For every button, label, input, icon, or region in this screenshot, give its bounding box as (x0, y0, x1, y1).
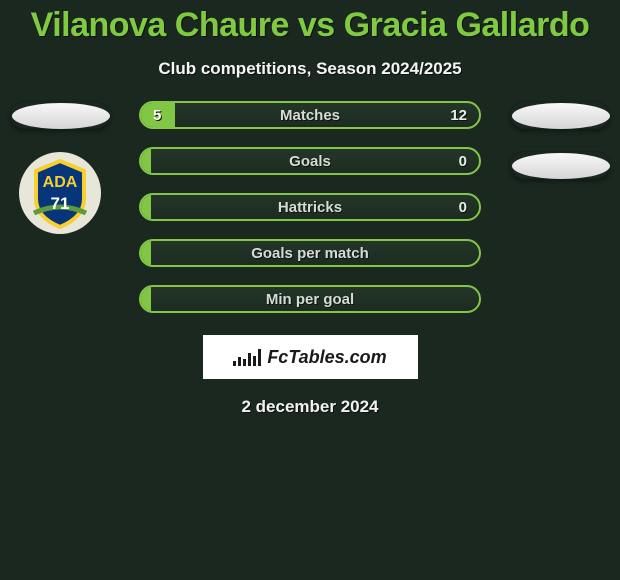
right-player-column (500, 101, 620, 179)
right-player-nameplate-1 (510, 101, 610, 129)
page-title: Vilanova Chaure vs Gracia Gallardo (0, 0, 620, 45)
stat-row: Hattricks0 (139, 193, 481, 221)
stat-right-value: 0 (459, 195, 467, 219)
bars-icon (233, 348, 261, 366)
brand-watermark: FcTables.com (203, 335, 418, 379)
stat-label: Hattricks (141, 195, 479, 219)
left-club-crest: ADA 71 (18, 151, 102, 235)
stat-label: Goals per match (141, 241, 479, 265)
left-player-nameplate (10, 101, 110, 129)
stat-label: Matches (141, 103, 479, 127)
stat-row: 5Matches12 (139, 101, 481, 129)
stat-right-value: 0 (459, 149, 467, 173)
stat-label: Min per goal (141, 287, 479, 311)
stat-right-value: 12 (450, 103, 467, 127)
stat-label: Goals (141, 149, 479, 173)
stat-rows: 5Matches12Goals0Hattricks0Goals per matc… (139, 101, 481, 313)
subtitle: Club competitions, Season 2024/2025 (0, 59, 620, 79)
stat-row: Goals per match (139, 239, 481, 267)
brand-text: FcTables.com (267, 347, 386, 368)
svg-text:71: 71 (51, 194, 70, 213)
comparison-stage: ADA 71 5Matches12Goals0Hattricks0Goals p… (0, 101, 620, 313)
left-player-column: ADA 71 (0, 101, 120, 235)
right-player-nameplate-2 (510, 151, 610, 179)
svg-text:ADA: ADA (43, 174, 78, 191)
stat-row: Goals0 (139, 147, 481, 175)
stat-row: Min per goal (139, 285, 481, 313)
date-line: 2 december 2024 (0, 397, 620, 417)
